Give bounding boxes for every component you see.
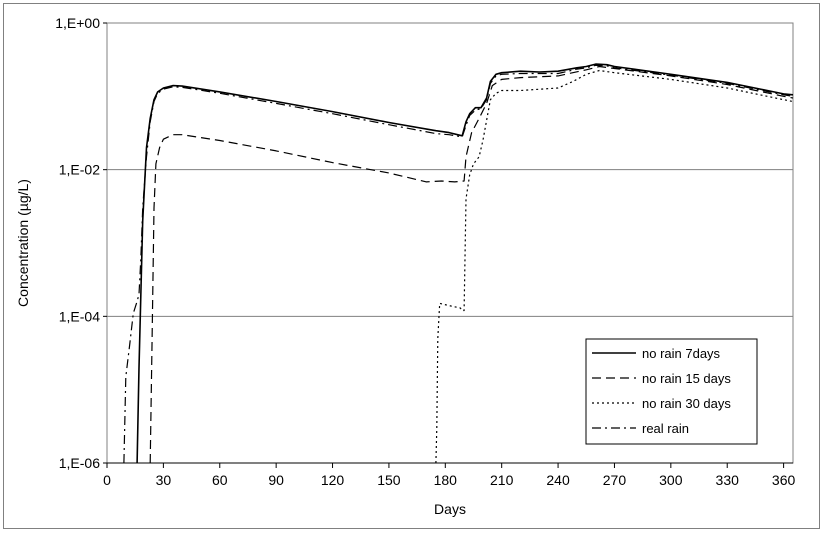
x-axis-label: Days [434,501,466,517]
chart-frame [3,3,820,529]
legend-box [585,338,758,445]
x-tick-label: 60 [212,472,228,488]
x-tick-label: 90 [268,472,284,488]
legend-label: no rain 30 days [642,396,731,411]
y-tick-label: 1,E+00 [55,15,100,31]
x-tick-label: 270 [603,472,627,488]
series-line-dashed [149,65,794,464]
x-tick-label: 300 [659,472,683,488]
y-axis: 1,E-06 1,E-04 1,E-02 1,E+00 [55,15,107,471]
x-tick-label: 210 [490,472,514,488]
x-tick-label: 240 [546,472,570,488]
y-tick-label: 1,E-04 [59,308,100,324]
legend-label: real rain [642,421,689,436]
y-tick-label: 1,E-02 [59,162,100,178]
y-tick-label: 1,E-06 [59,455,100,471]
x-tick-label: 180 [434,472,458,488]
legend-label: no rain 15 days [642,371,731,386]
y-axis-label: Concentration (µg/L) [15,179,31,307]
series-line-solid [136,63,794,464]
x-tick-label: 30 [156,472,172,488]
x-tick-label: 120 [321,472,345,488]
x-tick-label: 360 [772,472,796,488]
x-tick-label: 0 [103,472,111,488]
series-layer [123,63,794,464]
legend: no rain 7days no rain 15 days no rain 30 d… [585,338,758,445]
series-line-dashdot [123,64,794,464]
series-line-dotted [435,69,794,464]
legend-label: no rain 7days [642,346,721,361]
x-axis: 0 30 60 90 120 150 180 210 240 270 300 330 360 [103,462,796,488]
x-tick-label: 150 [377,472,401,488]
x-tick-label: 330 [716,472,740,488]
